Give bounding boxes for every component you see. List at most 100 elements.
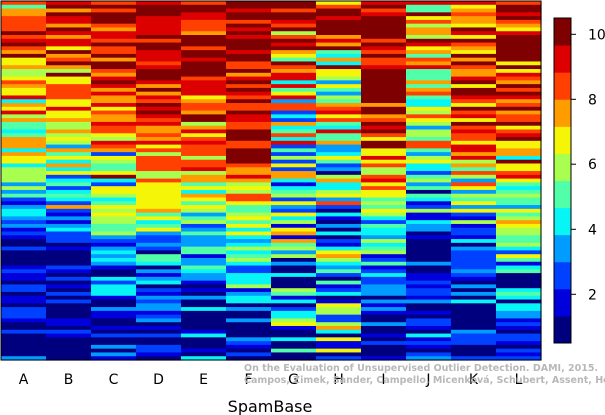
heatmap-cell-A bbox=[1, 42, 47, 47]
heatmap-cell-E bbox=[181, 38, 227, 44]
heatmap-cell-D bbox=[136, 155, 182, 161]
colorbar-tick-label: 2 bbox=[588, 287, 597, 303]
heatmap-cell-E bbox=[181, 110, 227, 115]
heatmap-cell-L bbox=[496, 257, 542, 263]
heatmap-cell-K bbox=[451, 69, 497, 74]
heatmap-cell-G bbox=[271, 220, 317, 225]
heatmap-cell-F bbox=[226, 291, 272, 297]
heatmap-cell-A bbox=[1, 38, 47, 44]
heatmap-cell-E bbox=[181, 129, 227, 134]
heatmap-cell-D bbox=[136, 148, 182, 153]
heatmap-cell-A bbox=[1, 106, 47, 112]
heatmap-cell-B bbox=[46, 84, 92, 89]
heatmap-cell-A bbox=[1, 257, 47, 263]
heatmap-cell-J bbox=[406, 159, 452, 165]
heatmap-cell-A bbox=[1, 23, 47, 29]
heatmap-cell-J bbox=[406, 303, 452, 308]
heatmap-cell-I bbox=[361, 50, 407, 55]
heatmap-cell-F bbox=[226, 84, 272, 89]
heatmap-cell-L bbox=[496, 235, 542, 240]
heatmap-cell-C bbox=[91, 193, 137, 199]
heatmap-cell-K bbox=[451, 155, 497, 161]
heatmap-cell-L bbox=[496, 356, 542, 361]
heatmap-cell-A bbox=[1, 310, 47, 316]
heatmap-cell-F bbox=[226, 152, 272, 157]
heatmap-cell-B bbox=[46, 46, 92, 51]
heatmap-cell-D bbox=[136, 265, 182, 270]
heatmap-cell-H bbox=[316, 295, 362, 301]
heatmap-cell-K bbox=[451, 348, 497, 354]
colorbar-segment bbox=[554, 180, 571, 209]
heatmap-cell-F bbox=[226, 69, 272, 74]
heatmap-cell-H bbox=[316, 257, 362, 263]
heatmap-cell-G bbox=[271, 171, 317, 176]
heatmap-cell-A bbox=[1, 231, 47, 236]
heatmap-cell-J bbox=[406, 254, 452, 259]
heatmap-cell-C bbox=[91, 269, 137, 274]
heatmap-cell-E bbox=[181, 178, 227, 183]
heatmap-cell-C bbox=[91, 129, 137, 134]
heatmap-cell-K bbox=[451, 121, 497, 127]
heatmap-cell-H bbox=[316, 46, 362, 51]
heatmap-cell-A bbox=[1, 329, 47, 335]
heatmap-cell-B bbox=[46, 197, 92, 202]
heatmap-cell-F bbox=[226, 295, 272, 301]
heatmap-cell-B bbox=[46, 114, 92, 119]
heatmap-cell-C bbox=[91, 341, 137, 346]
heatmap-cell-K bbox=[451, 95, 497, 100]
heatmap-cell-H bbox=[316, 299, 362, 304]
heatmap-cell-G bbox=[271, 284, 317, 289]
heatmap-cell-H bbox=[316, 12, 362, 17]
heatmap-cell-A bbox=[1, 273, 47, 278]
heatmap-cell-D bbox=[136, 242, 182, 248]
heatmap-cell-I bbox=[361, 159, 407, 165]
heatmap-cell-A bbox=[1, 91, 47, 97]
heatmap-cell-E bbox=[181, 19, 227, 25]
heatmap-cell-J bbox=[406, 333, 452, 338]
heatmap-cell-E bbox=[181, 201, 227, 206]
heatmap-cell-E bbox=[181, 84, 227, 89]
heatmap-cell-K bbox=[451, 178, 497, 183]
heatmap-cell-A bbox=[1, 246, 47, 252]
heatmap-cell-H bbox=[316, 242, 362, 248]
heatmap-cell-H bbox=[316, 216, 362, 221]
heatmap-cell-H bbox=[316, 76, 362, 81]
heatmap-cell-F bbox=[226, 178, 272, 183]
heatmap-cell-I bbox=[361, 341, 407, 346]
heatmap-cell-F bbox=[226, 254, 272, 259]
heatmap-cell-H bbox=[316, 303, 362, 308]
heatmap-cell-I bbox=[361, 69, 407, 74]
heatmap-cell-D bbox=[136, 174, 182, 180]
heatmap-cell-I bbox=[361, 337, 407, 342]
heatmap-cell-J bbox=[406, 318, 452, 323]
heatmap-cell-E bbox=[181, 159, 227, 165]
heatmap-cell-K bbox=[451, 325, 497, 331]
heatmap-cell-A bbox=[1, 307, 47, 312]
heatmap-cell-F bbox=[226, 189, 272, 195]
heatmap-cell-F bbox=[226, 352, 272, 357]
heatmap-cell-J bbox=[406, 295, 452, 301]
heatmap-cell-D bbox=[136, 291, 182, 297]
heatmap-cell-G bbox=[271, 212, 317, 217]
heatmap-cell-E bbox=[181, 288, 227, 293]
heatmap-cell-L bbox=[496, 186, 542, 191]
heatmap-cell-A bbox=[1, 197, 47, 202]
heatmap-cell-K bbox=[451, 242, 497, 248]
heatmap-cell-F bbox=[226, 50, 272, 55]
heatmap-cell-J bbox=[406, 35, 452, 40]
colorbar-segment bbox=[554, 45, 571, 73]
heatmap-cell-B bbox=[46, 227, 92, 233]
heatmap-cell-A bbox=[1, 356, 47, 361]
heatmap-cell-F bbox=[226, 8, 272, 13]
heatmap-cell-I bbox=[361, 144, 407, 149]
heatmap-cell-E bbox=[181, 8, 227, 13]
column-label-L: L bbox=[515, 372, 523, 388]
heatmap-cell-L bbox=[496, 322, 542, 327]
heatmap-cell-K bbox=[451, 284, 497, 289]
heatmap-cell-I bbox=[361, 257, 407, 263]
heatmap-cell-F bbox=[226, 201, 272, 206]
heatmap-cell-C bbox=[91, 125, 137, 131]
heatmap-cell-I bbox=[361, 348, 407, 354]
heatmap-cell-C bbox=[91, 137, 137, 142]
credit-line-2: Campos, Zimek, Sander, Campello, Micenko… bbox=[244, 375, 605, 386]
